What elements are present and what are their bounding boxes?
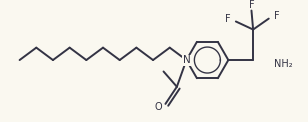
Text: O: O: [155, 102, 163, 112]
Text: NH₂: NH₂: [274, 59, 293, 69]
Text: F: F: [274, 11, 279, 21]
Text: F: F: [249, 0, 254, 10]
Text: F: F: [225, 14, 231, 24]
Text: N: N: [183, 55, 190, 65]
